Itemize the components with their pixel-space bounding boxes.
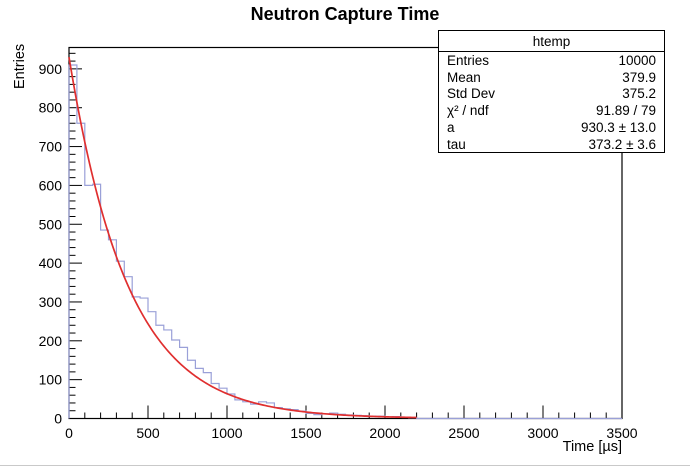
plot-generated-layer: 0 500 1000 1500 2000 2500 3000 3500 0 100 200 300 40…	[39, 46, 638, 441]
y-tick-label: 900	[39, 61, 63, 77]
stats-value: 10000	[618, 52, 656, 68]
stats-row-mean: Mean 379.9	[439, 69, 664, 86]
stats-label: tau	[447, 136, 466, 152]
x-tick-label: 0	[65, 425, 73, 441]
y-tick-label: 800	[39, 100, 63, 116]
y-axis-title: Entries	[12, 44, 28, 89]
stats-label: Mean	[447, 69, 481, 85]
stats-value: 930.3 ± 13.0	[581, 120, 656, 136]
stats-value: 91.89 / 79	[595, 103, 656, 119]
y-tick-label: 400	[39, 255, 63, 271]
stats-label: a	[447, 120, 455, 136]
y-tick-label: 0	[54, 411, 62, 427]
stats-value: 375.2	[622, 86, 656, 102]
y-tick-label: 600	[39, 177, 63, 193]
x-axis-title: Time [µs]	[563, 439, 622, 455]
x-tick-label: 1000	[211, 425, 242, 441]
stats-box-title: htemp	[439, 31, 664, 52]
fit-curve	[68, 56, 417, 419]
x-tick-label: 3000	[527, 425, 558, 441]
y-tick-label: 700	[39, 139, 63, 155]
stats-value: 373.2 ± 3.6	[588, 136, 656, 152]
stats-row-tau: tau 373.2 ± 3.6	[439, 136, 664, 153]
x-tick-label: 3500	[606, 425, 637, 441]
stats-row-stddev: Std Dev 375.2	[439, 86, 664, 103]
stats-value: 379.9	[622, 69, 656, 85]
y-tick-label: 200	[39, 333, 63, 349]
page-bottom-divider	[0, 465, 690, 466]
stats-row-chi2-ndf: χ² / ndf 91.89 / 79	[439, 102, 664, 119]
stats-row-a: a 930.3 ± 13.0	[439, 119, 664, 136]
stats-row-entries: Entries 10000	[439, 52, 664, 69]
stats-label: Entries	[447, 52, 490, 68]
y-tick-label: 300	[39, 294, 63, 310]
stats-label: Std Dev	[447, 86, 496, 102]
x-tick-label: 500	[136, 425, 160, 441]
x-tick-label: 1500	[290, 425, 321, 441]
stats-label: χ² / ndf	[447, 103, 489, 119]
y-tick-label: 100	[39, 372, 63, 388]
chart-title: Neutron Capture Time	[250, 4, 440, 24]
y-tick-label: 500	[39, 216, 63, 232]
stats-box: htemp Entries 10000 Mean 379.9 Std Dev 3…	[438, 30, 665, 153]
x-tick-label: 2000	[369, 425, 400, 441]
x-tick-label: 2500	[448, 425, 479, 441]
